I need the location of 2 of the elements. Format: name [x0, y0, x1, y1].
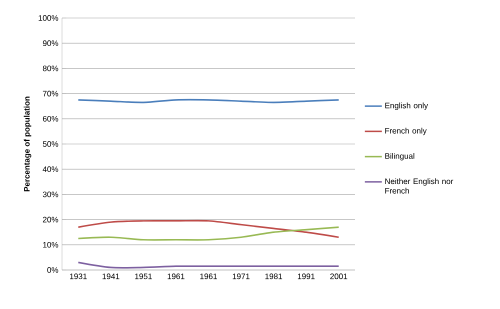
line-series — [77, 220, 340, 238]
line-series — [77, 226, 340, 241]
